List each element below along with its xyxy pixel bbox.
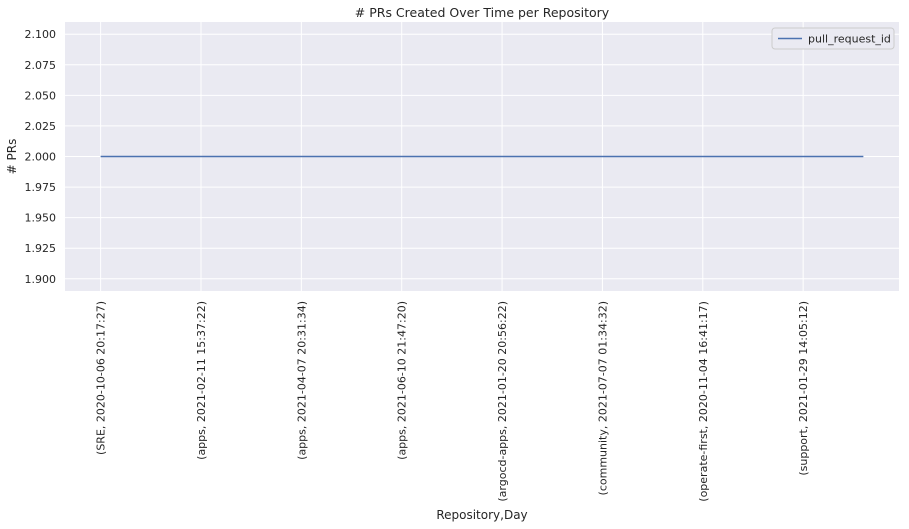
x-axis-title: Repository,Day <box>436 508 527 522</box>
chart-title: # PRs Created Over Time per Repository <box>355 5 610 20</box>
y-tick-label: 2.025 <box>25 120 57 133</box>
y-tick-label: 1.900 <box>25 273 57 286</box>
x-tick-labels: (SRE, 2020-10-06 20:17:27) (apps, 2021-02… <box>95 301 811 502</box>
y-tick-label: 2.000 <box>25 151 57 164</box>
y-tick-label: 2.050 <box>25 89 57 102</box>
x-tick-label: (apps, 2021-04-07 20:31:34) <box>295 301 308 460</box>
legend: pull_request_id <box>771 27 895 50</box>
y-tick-labels: 1.900 1.925 1.950 1.975 2.000 2.025 2.050 2.075… <box>25 28 57 286</box>
y-tick-label: 2.100 <box>25 28 57 41</box>
y-tick-label: 1.925 <box>25 242 57 255</box>
x-tick-label: (operate-first, 2020-11-04 16:41:17) <box>697 301 710 502</box>
y-tick-label: 1.975 <box>25 181 57 194</box>
legend-label: pull_request_id <box>808 33 891 46</box>
x-tick-label: (apps, 2021-06-10 21:47:20) <box>396 301 409 460</box>
x-tick-label: (SRE, 2020-10-06 20:17:27) <box>95 301 108 455</box>
x-tick-label: (apps, 2021-02-11 15:37:22) <box>195 301 208 460</box>
x-tick-label: (support, 2021-01-29 14:05:12) <box>797 301 810 476</box>
x-tick-label: (argocd-apps, 2021-01-20 20:56:22) <box>496 301 509 502</box>
y-tick-label: 1.950 <box>25 212 57 225</box>
y-tick-label: 2.075 <box>25 59 57 72</box>
legend-box <box>771 27 895 50</box>
y-axis-title: # PRs <box>5 139 19 175</box>
x-tick-label: (community, 2021-07-07 01:34:32) <box>596 301 609 495</box>
